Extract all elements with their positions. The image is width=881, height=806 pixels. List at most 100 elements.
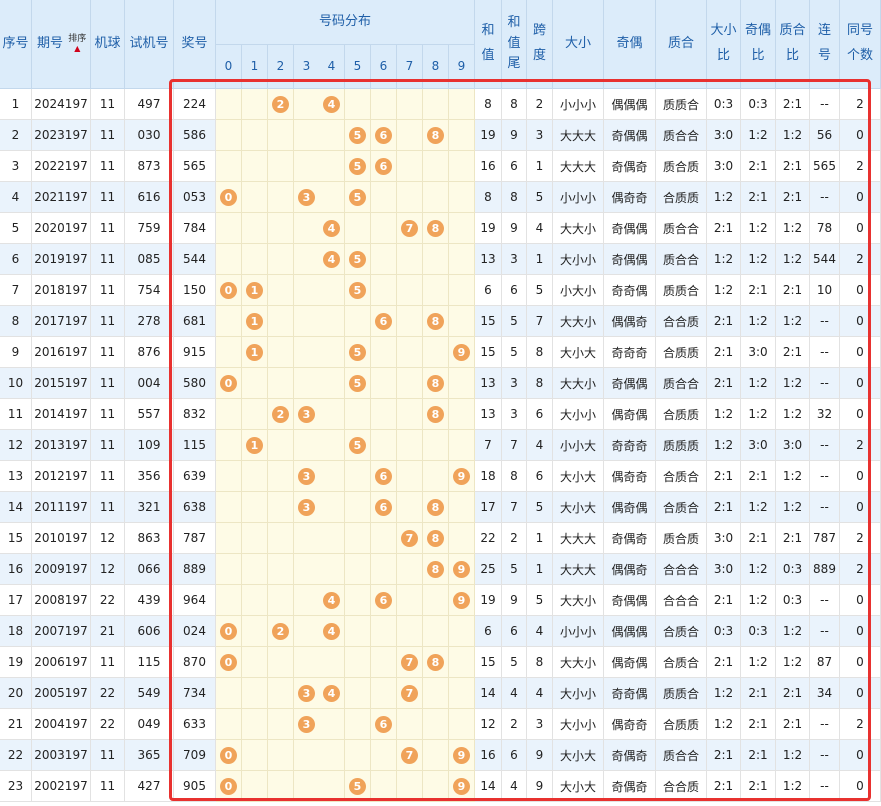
number-ball: 0 <box>220 653 237 671</box>
cell-tail: 4 <box>502 771 527 802</box>
cell-machine: 21 <box>91 616 125 647</box>
cell-pcr: 1:2 <box>776 120 810 151</box>
distribution-cell-2 <box>268 306 294 337</box>
cell-sum: 8 <box>475 89 502 120</box>
distribution-cell-4 <box>319 120 345 151</box>
cell-oer: 2:1 <box>741 151 776 182</box>
distribution-cell-3 <box>294 89 320 120</box>
number-ball: 3 <box>298 498 315 516</box>
cell-oer: 1:2 <box>741 368 776 399</box>
cell-consec: -- <box>810 771 840 802</box>
cell-consec: -- <box>810 89 840 120</box>
cell-machine: 22 <box>91 585 125 616</box>
cell-consec: 10 <box>810 275 840 306</box>
cell-span: 1 <box>527 151 553 182</box>
cell-bs: 大大小 <box>553 306 604 337</box>
number-ball: 4 <box>323 684 340 702</box>
number-ball: 0 <box>220 777 237 795</box>
header-span-label: 跨度 <box>532 23 546 63</box>
cell-consec: 34 <box>810 678 840 709</box>
header-sum: 和值 <box>475 0 502 89</box>
distribution-cell-1 <box>242 120 268 151</box>
cell-span: 6 <box>527 399 553 430</box>
cell-same: 0 <box>840 337 881 368</box>
distribution-cell-7 <box>397 120 423 151</box>
number-ball: 9 <box>453 591 470 609</box>
cell-machine: 22 <box>91 678 125 709</box>
cell-period: 2024197 <box>32 89 91 120</box>
cell-seq: 2 <box>0 120 32 151</box>
cell-span: 6 <box>527 461 553 492</box>
distribution-cell-4 <box>319 430 345 461</box>
cell-bs: 大小大 <box>553 492 604 523</box>
distribution-cell-9 <box>449 151 475 182</box>
cell-machine: 12 <box>91 554 125 585</box>
distribution-cell-4: 4 <box>319 213 345 244</box>
distribution-cell-6 <box>371 678 397 709</box>
cell-oer: 1:2 <box>741 554 776 585</box>
cell-span: 5 <box>527 492 553 523</box>
number-ball: 5 <box>349 188 366 206</box>
cell-bsr: 2:1 <box>707 585 741 616</box>
cell-machine: 11 <box>91 771 125 802</box>
distribution-cell-2 <box>268 337 294 368</box>
cell-period: 2005197 <box>32 678 91 709</box>
cell-oer: 0:3 <box>741 89 776 120</box>
cell-tail: 6 <box>502 151 527 182</box>
cell-trial: 549 <box>125 678 174 709</box>
distribution-cell-7 <box>397 151 423 182</box>
cell-trial: 049 <box>125 709 174 740</box>
cell-oe: 偶奇奇 <box>604 461 656 492</box>
sort-arrow-icon: ▲ <box>74 44 81 53</box>
distribution-cell-7 <box>397 275 423 306</box>
cell-oe: 奇偶偶 <box>604 585 656 616</box>
distribution-cell-0 <box>216 244 242 275</box>
cell-oe: 奇奇偶 <box>604 275 656 306</box>
distribution-cell-6 <box>371 616 397 647</box>
cell-bs: 大小大 <box>553 337 604 368</box>
number-ball: 6 <box>375 312 392 330</box>
distribution-cell-2 <box>268 182 294 213</box>
distribution-cell-1 <box>242 771 268 802</box>
cell-sum: 17 <box>475 492 502 523</box>
distribution-cell-4: 4 <box>319 616 345 647</box>
distribution-cell-9: 9 <box>449 554 475 585</box>
number-ball: 1 <box>246 436 263 454</box>
cell-bsr: 1:2 <box>707 244 741 275</box>
sort-toggle[interactable]: 排序 ▲ <box>68 35 86 53</box>
distribution-cell-3: 3 <box>294 399 320 430</box>
header-digit-6: 6 <box>371 45 397 89</box>
cell-trial: 030 <box>125 120 174 151</box>
distribution-cell-3 <box>294 151 320 182</box>
distribution-cell-6: 6 <box>371 461 397 492</box>
cell-trial: 439 <box>125 585 174 616</box>
cell-prize: 580 <box>174 368 216 399</box>
distribution-cell-5: 5 <box>345 368 371 399</box>
distribution-cell-4 <box>319 554 345 585</box>
cell-pc: 合合合 <box>656 585 707 616</box>
cell-span: 8 <box>527 647 553 678</box>
cell-trial: 606 <box>125 616 174 647</box>
cell-period: 2004197 <box>32 709 91 740</box>
cell-prize: 709 <box>174 740 216 771</box>
cell-bsr: 1:2 <box>707 709 741 740</box>
number-ball: 6 <box>375 715 392 733</box>
cell-oer: 2:1 <box>741 678 776 709</box>
cell-consec: -- <box>810 430 840 461</box>
cell-tail: 8 <box>502 89 527 120</box>
cell-pcr: 1:2 <box>776 306 810 337</box>
cell-pcr: 2:1 <box>776 275 810 306</box>
number-ball: 7 <box>401 219 418 237</box>
cell-oer: 1:2 <box>741 647 776 678</box>
distribution-cell-3: 3 <box>294 492 320 523</box>
distribution-cell-5 <box>345 678 371 709</box>
distribution-cell-5 <box>345 647 371 678</box>
distribution-cell-8 <box>423 771 449 802</box>
distribution-cell-8 <box>423 430 449 461</box>
header-period: 期号 排序 ▲ <box>32 0 91 89</box>
distribution-cell-0: 0 <box>216 616 242 647</box>
cell-oer: 1:2 <box>741 120 776 151</box>
cell-sum: 19 <box>475 585 502 616</box>
number-ball: 0 <box>220 622 237 640</box>
cell-tail: 3 <box>502 399 527 430</box>
